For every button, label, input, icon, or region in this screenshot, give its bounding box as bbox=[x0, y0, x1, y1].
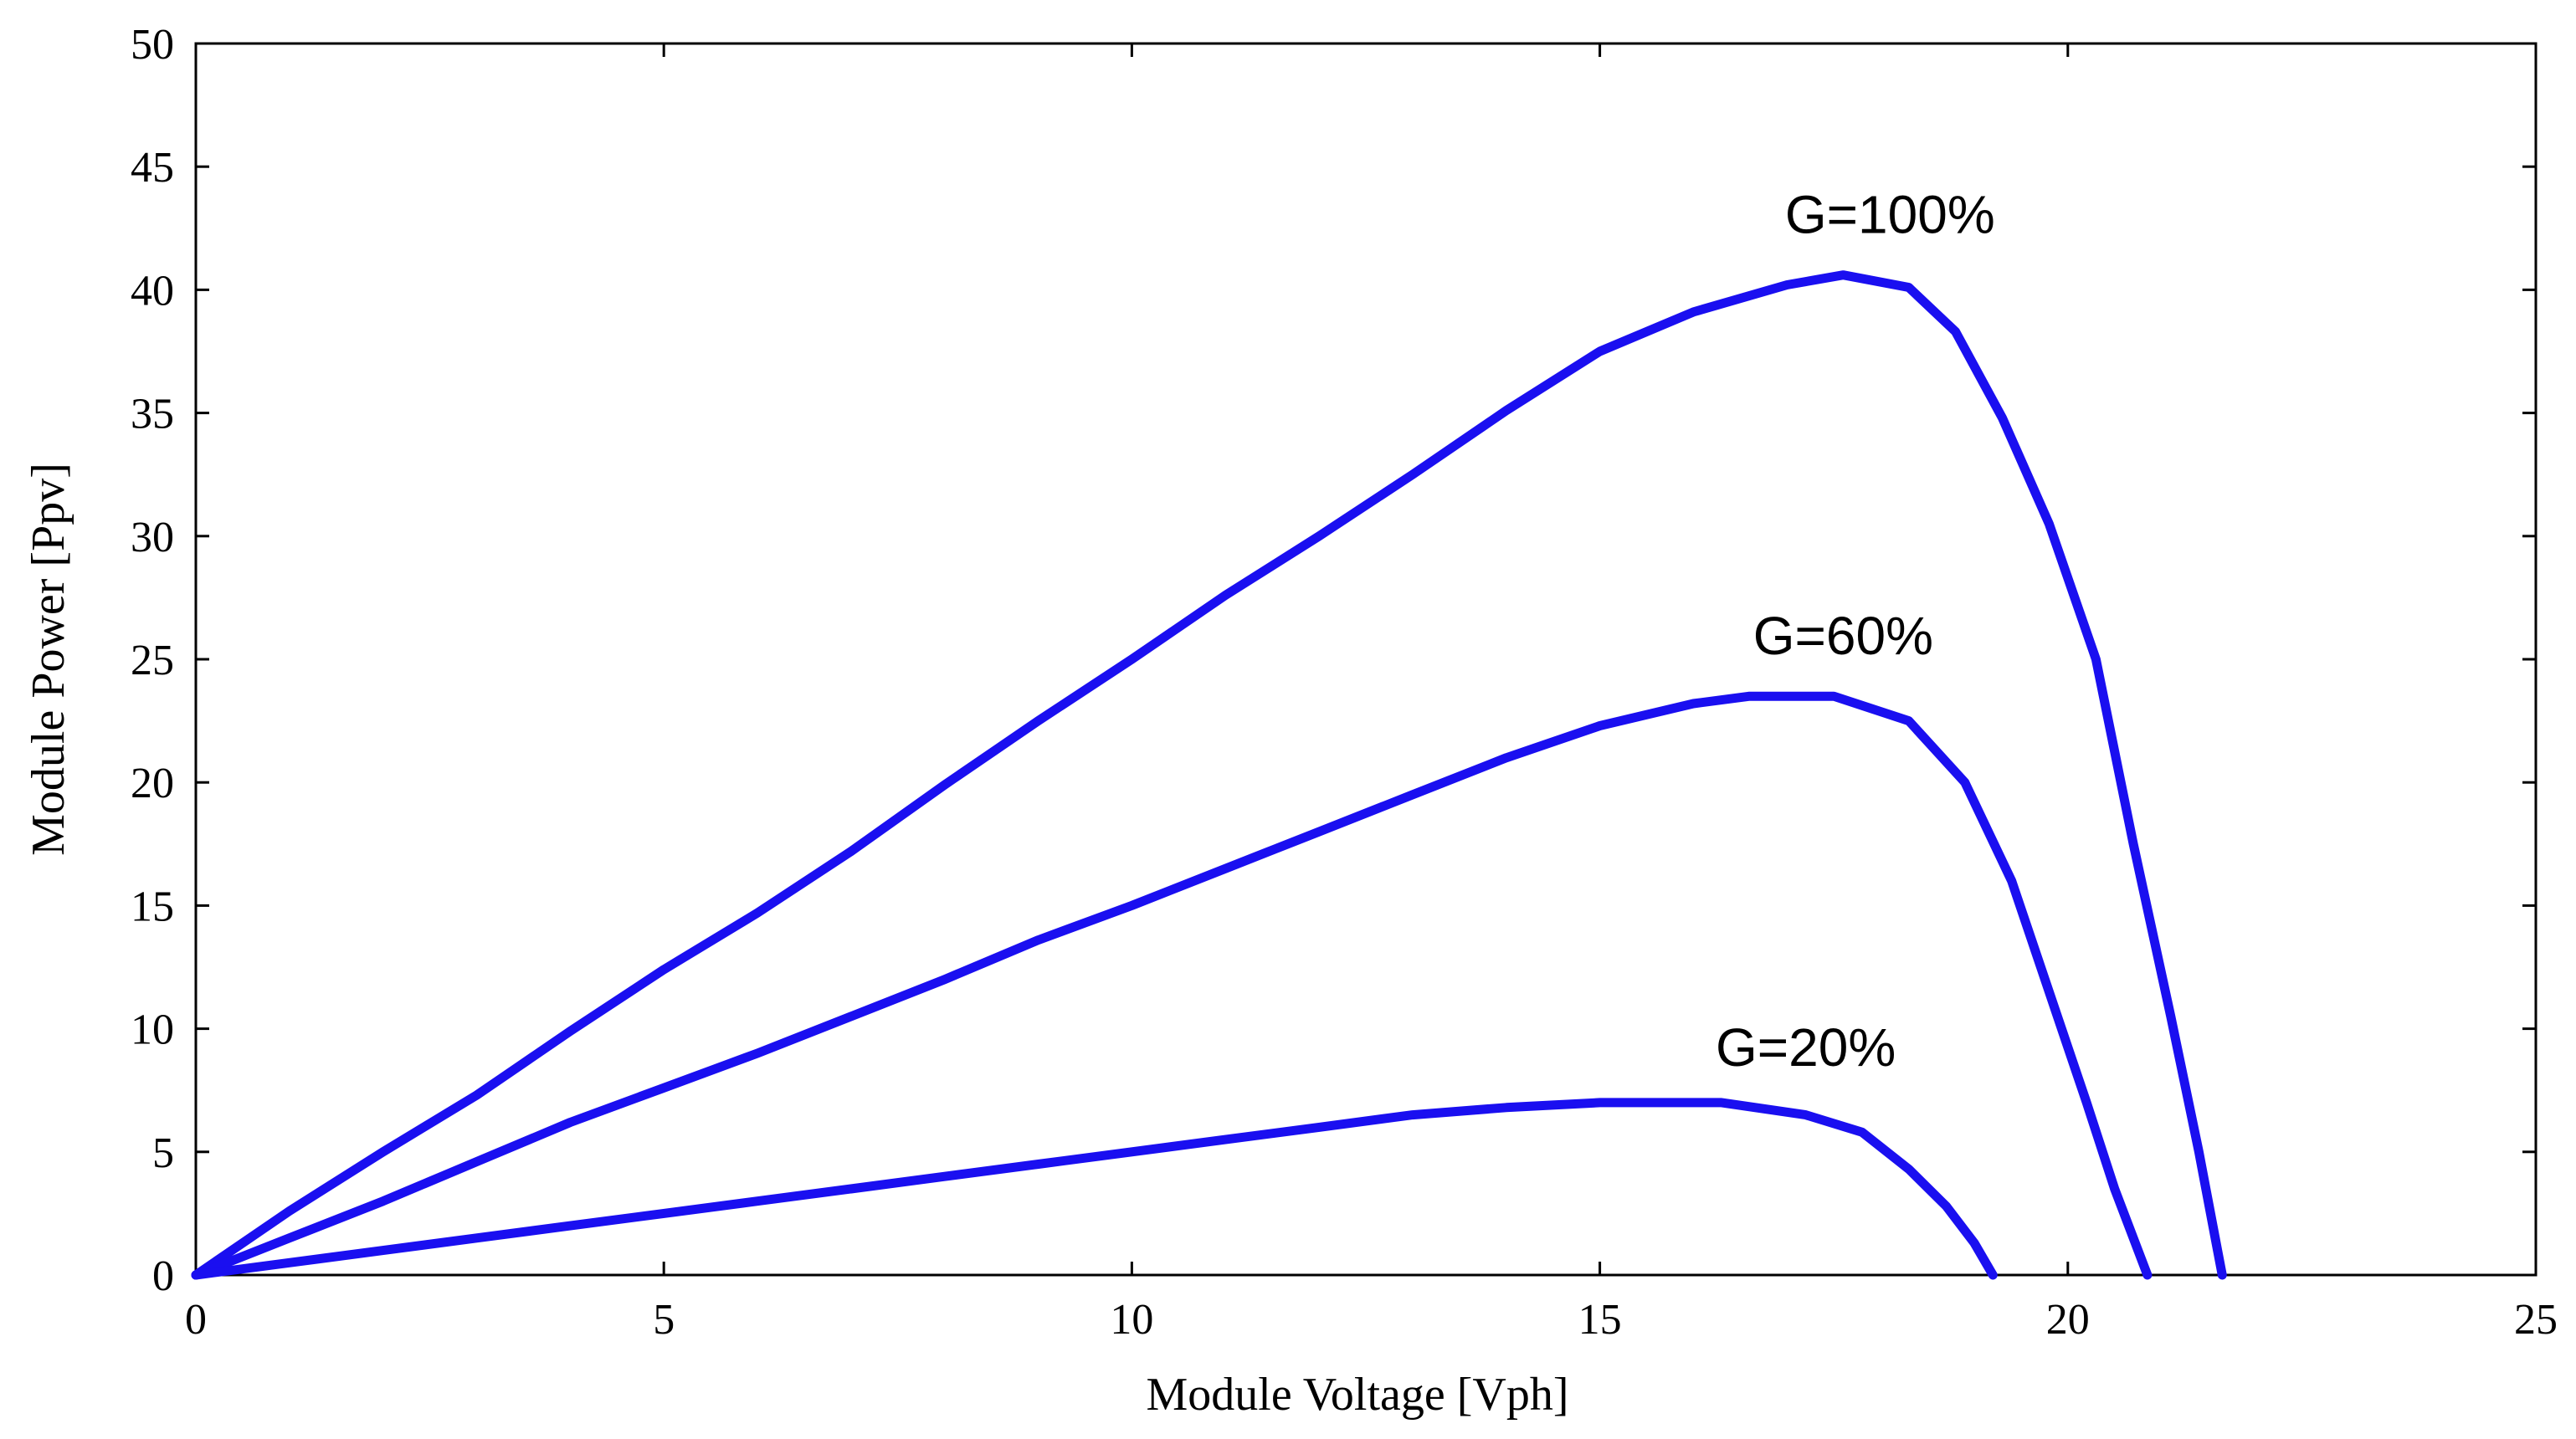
y-tick-label: 30 bbox=[131, 514, 174, 561]
y-tick-label: 0 bbox=[152, 1252, 174, 1300]
annotation-label: G=60% bbox=[1753, 606, 1933, 666]
y-tick-label: 10 bbox=[131, 1006, 174, 1054]
curve-annotations: G=100% G=60% G=20% bbox=[1716, 185, 1995, 1078]
y-tick-label: 5 bbox=[152, 1129, 174, 1177]
x-axis-label: Module Voltage [Vph] bbox=[1147, 1369, 1569, 1421]
y-tick-label: 20 bbox=[131, 760, 174, 807]
tick-labels: 0 5 10 15 20 25 0 5 10 15 20 25 30 35 40 45 50 bbox=[131, 21, 2558, 1344]
x-tick-label: 25 bbox=[2514, 1296, 2558, 1344]
y-tick-label: 25 bbox=[131, 637, 174, 684]
y-tick-label: 15 bbox=[131, 883, 174, 930]
x-tick-label: 10 bbox=[1110, 1296, 1153, 1344]
series-lines bbox=[191, 270, 2227, 1280]
y-axis-label: Module Power [Ppv] bbox=[23, 463, 74, 856]
series-line-g20 bbox=[191, 1098, 1998, 1280]
series-line-g60 bbox=[191, 691, 2153, 1280]
series-line-g100 bbox=[191, 270, 2227, 1280]
y-tick-label: 50 bbox=[131, 21, 174, 69]
y-tick-label: 35 bbox=[131, 391, 174, 438]
x-tick-label: 0 bbox=[185, 1296, 207, 1344]
annotation-label: G=20% bbox=[1716, 1017, 1896, 1078]
x-tick-label: 20 bbox=[2046, 1296, 2090, 1344]
y-tick-label: 45 bbox=[131, 144, 174, 192]
y-tick-label: 40 bbox=[131, 267, 174, 315]
x-tick-label: 15 bbox=[1578, 1296, 1622, 1344]
x-tick-label: 5 bbox=[653, 1296, 675, 1344]
axis-ticks bbox=[194, 42, 2538, 1277]
annotation-label: G=100% bbox=[1785, 185, 1995, 245]
plot-frame bbox=[194, 42, 2538, 1277]
